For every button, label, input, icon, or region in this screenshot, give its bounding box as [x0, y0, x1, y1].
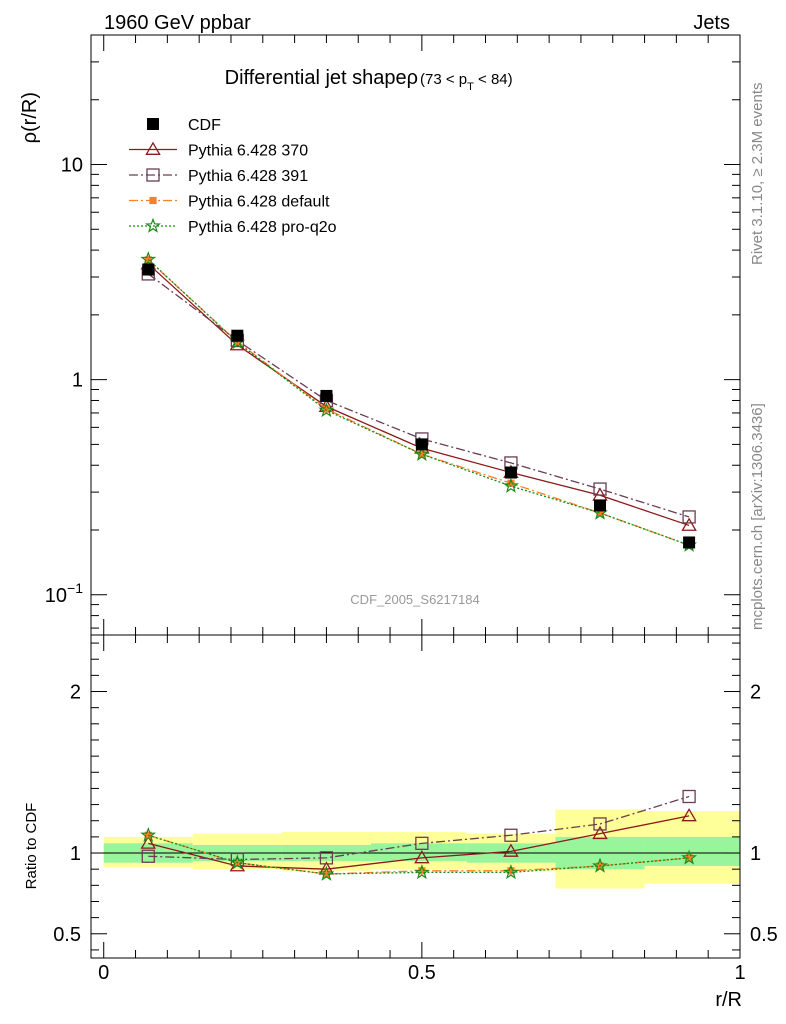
- ratio-series-3-point: [591, 857, 608, 873]
- x-tick-label: 0: [98, 962, 109, 984]
- series-0-point: [142, 263, 155, 276]
- series-4-point: [318, 401, 335, 418]
- top-y-tick-label: 1: [72, 370, 83, 392]
- series-3-point: [418, 450, 426, 458]
- ratio-bands: [91, 809, 740, 889]
- ratio-series-0-point: [140, 835, 156, 849]
- ratio-series-2-point: [418, 867, 426, 875]
- main-title: Differential jet shapeρ: [225, 67, 418, 89]
- y-axis-label-top: ρ(r/R): [19, 92, 41, 143]
- x-tick-label: 0.5: [408, 962, 436, 984]
- ratio-series-3-point: [503, 863, 519, 880]
- ratio-series-3-point: [229, 854, 246, 870]
- legend-label-1: Pythia 6.428 370: [188, 143, 308, 160]
- series-1-line: [147, 263, 690, 527]
- ratio-series-1-point: [593, 817, 607, 831]
- pt-cut-label: (73 < pT < 84): [420, 71, 513, 93]
- series-4-point: [413, 445, 430, 462]
- ratio-series-0-point: [681, 807, 697, 822]
- ratio-panel-frame: [90, 634, 741, 959]
- ratio-series-0-point: [414, 849, 430, 864]
- series-2-point: [593, 482, 607, 496]
- series-4-line: [147, 258, 690, 546]
- ratio-series-1-point: [141, 849, 155, 863]
- top-y-tick-label: 10−1: [45, 580, 83, 607]
- series-0-point: [594, 499, 607, 512]
- top-panel-content: [140, 251, 698, 552]
- series-3-line: [147, 259, 690, 546]
- legend-label-4: Pythia 6.428 pro-q2o: [188, 219, 337, 236]
- series-0-point: [504, 466, 517, 479]
- ratio-series-3-point: [318, 865, 335, 881]
- ratio-series-0-point: [503, 843, 519, 857]
- legend-marker-3: [149, 196, 157, 205]
- ratio-series-1-point: [319, 851, 334, 865]
- ratio-series-1-point: [682, 789, 696, 804]
- ratio-series-3-line: [148, 834, 690, 875]
- top-y-tick-label: 10: [61, 155, 83, 177]
- ratio-series-0-point: [592, 825, 608, 840]
- analysis-watermark: CDF_2005_S6217184: [350, 592, 479, 607]
- ratio-series-1-point: [504, 828, 518, 842]
- series-2-point: [682, 510, 696, 524]
- ratio-series-3-point: [140, 826, 157, 843]
- mcplots-label: mcplots.cern.ch [arXiv:1306.3436]: [749, 403, 766, 630]
- energy-label: 1960 GeV ppbar: [104, 12, 251, 34]
- ratio-series-3-point: [413, 863, 430, 880]
- series-4-point: [140, 251, 157, 267]
- series-3-point: [596, 509, 604, 517]
- process-label: Jets: [693, 12, 730, 34]
- legend-marker-2: [146, 168, 160, 182]
- ratio-series-1-point: [415, 836, 429, 850]
- ratio-series-3-point: [681, 849, 698, 865]
- series-1-point: [681, 517, 697, 531]
- ratio-series-2-point: [507, 867, 515, 875]
- legend-label-2: Pythia 6.428 391: [188, 168, 308, 185]
- series-0-point: [683, 536, 696, 549]
- ratio-series-2-point: [322, 870, 331, 878]
- series-0-point: [320, 389, 333, 402]
- legend-label-0: CDF: [188, 117, 221, 134]
- ratio-y-tick-label-right: 0.5: [750, 924, 778, 946]
- ratio-panel-content: [140, 789, 698, 881]
- series-3-point: [507, 479, 515, 487]
- ratio-y-tick-label: 0.5: [53, 924, 81, 946]
- series-4-point: [503, 477, 519, 493]
- legend-marker-0: [147, 118, 159, 130]
- ratio-y-tick-label-right: 2: [750, 682, 761, 704]
- ratio-y-tick-label: 2: [70, 682, 81, 704]
- series-3-point: [322, 405, 331, 413]
- series-0-point: [415, 438, 428, 451]
- x-axis-label: r/R: [715, 989, 742, 1011]
- y-axis-label-ratio: Ratio to CDF: [23, 803, 40, 890]
- legend-label-3: Pythia 6.428 default: [188, 194, 330, 211]
- series-2-line: [147, 273, 690, 518]
- ratio-series-2-point: [685, 854, 693, 862]
- legend-marker-4: [145, 217, 161, 233]
- series-0-point: [231, 329, 244, 342]
- rivet-label: Rivet 3.1.10, ≥ 2.3M events: [749, 83, 766, 266]
- ratio-y-tick-label-right: 1: [750, 843, 761, 865]
- ratio-y-tick-label: 1: [70, 843, 81, 865]
- legend-marker-1: [145, 141, 161, 155]
- x-tick-label: 1: [734, 962, 745, 984]
- legend: CDF Pythia 6.428 370 Pythia 6.428 391 Pythi…: [129, 117, 337, 236]
